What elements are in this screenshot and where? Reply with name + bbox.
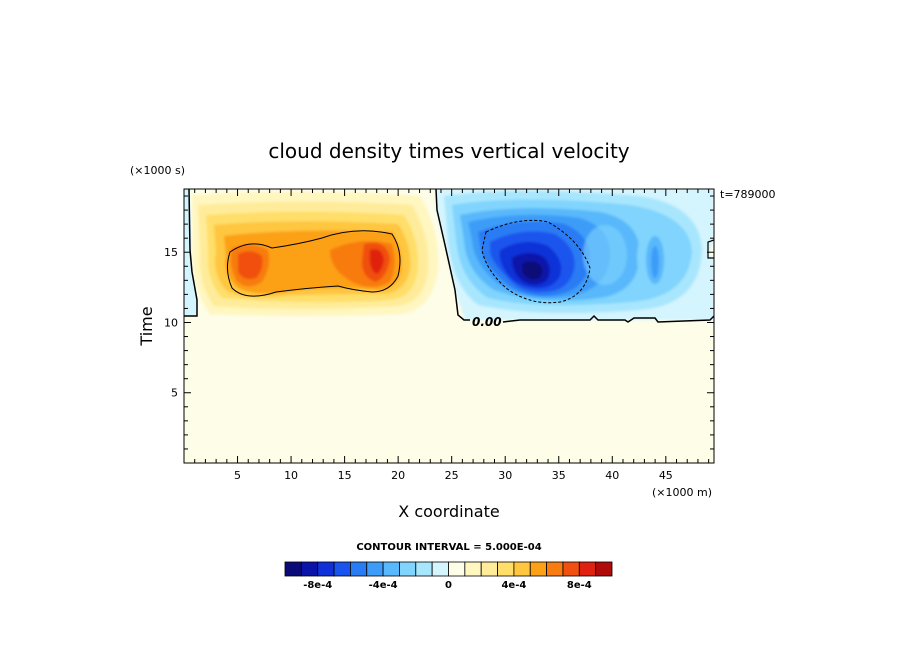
positive-region — [192, 191, 439, 316]
colorbar: -8e-4 -4e-4 0 4e-4 8e-4 — [284, 561, 613, 591]
y-tick-label: 15 — [164, 246, 178, 259]
x-tick-label: 30 — [498, 469, 512, 482]
x-tick-label: 40 — [605, 469, 619, 482]
negative-region — [436, 189, 714, 320]
colorbar-swatch — [480, 561, 498, 577]
x-tick-label: 15 — [338, 469, 352, 482]
colorbar-swatch — [546, 561, 564, 577]
colorbar-swatch — [497, 561, 515, 577]
colorbar-swatch — [317, 561, 335, 577]
right-edge-contour — [707, 239, 714, 259]
colorbar-swatch — [399, 561, 417, 577]
colorbar-tick-label: 0 — [445, 580, 452, 591]
plot-frame — [183, 188, 715, 464]
time-annotation: t=789000 — [720, 188, 776, 201]
colorbar-tick-label: 8e-4 — [567, 580, 592, 591]
x-units-label: (×1000 m) — [652, 486, 712, 499]
colorbar-swatch — [448, 561, 466, 577]
x-axis-title: X coordinate — [398, 502, 499, 521]
colorbar-swatch — [562, 561, 580, 577]
y-axis-title: Time — [137, 306, 156, 346]
contour-interval-label: CONTOUR INTERVAL = 5.000E-04 — [356, 542, 541, 553]
y-tick-label: 10 — [164, 316, 178, 329]
x-tick-label: 10 — [284, 469, 298, 482]
left-zero-contour — [184, 189, 198, 317]
y-tick-label: 5 — [171, 387, 178, 400]
colorbar-swatch — [415, 561, 433, 577]
colorbar-swatch — [349, 561, 368, 577]
colorbar-swatch — [300, 561, 319, 577]
colorbar-swatch — [366, 561, 384, 577]
colorbar-swatch — [595, 561, 613, 577]
chart-title: cloud density times vertical velocity — [268, 139, 629, 163]
x-tick-label: 35 — [552, 469, 566, 482]
colorbar-swatch — [382, 561, 400, 577]
colorbar-swatch — [284, 561, 302, 577]
colorbar-swatch — [578, 561, 597, 577]
colorbar-tick-label: -4e-4 — [369, 580, 398, 591]
negative-contour-line — [481, 219, 591, 304]
colorbar-tick-label: -8e-4 — [303, 580, 332, 591]
plot-area: 0.00 — [184, 189, 714, 463]
colorbar-tick-label: 4e-4 — [501, 580, 526, 591]
x-tick-label: 5 — [234, 469, 241, 482]
x-tick-label: 25 — [445, 469, 459, 482]
x-tick-label: 20 — [391, 469, 405, 482]
positive-contour-line — [226, 230, 401, 297]
colorbar-swatch — [464, 561, 482, 577]
y-units-label: (×1000 s) — [130, 164, 185, 177]
colorbar-swatch — [333, 561, 351, 577]
axes: 5 10 15 20 25 30 35 40 45 5 10 15 — [164, 189, 714, 482]
x-tick-label: 45 — [659, 469, 673, 482]
colorbar-swatch — [431, 561, 449, 577]
zero-contour-line — [435, 189, 714, 323]
colorbar-swatch — [529, 561, 548, 577]
contour-value-label: 0.00 — [472, 315, 502, 329]
colorbar-swatch — [513, 561, 531, 577]
